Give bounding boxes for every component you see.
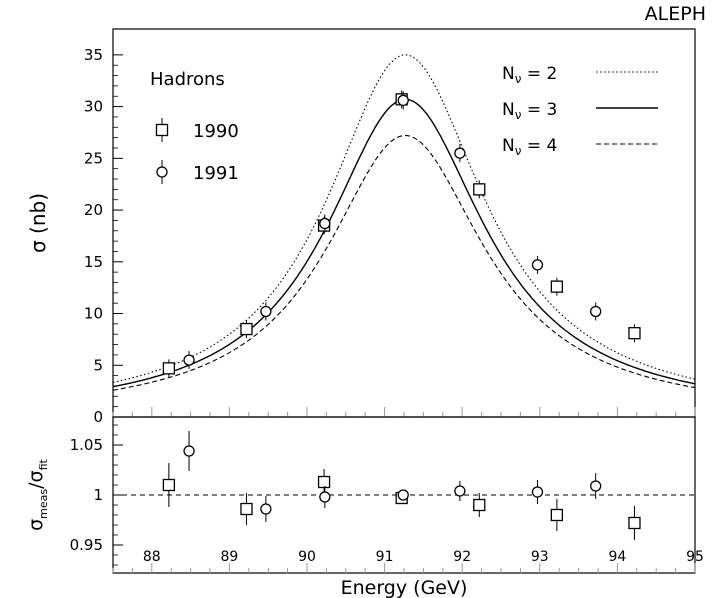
ratio-point-1991-5 (531, 486, 544, 498)
main-point-1990-5 (550, 280, 564, 293)
main-point-1991-6 (590, 305, 602, 318)
main-point-1991-2 (319, 217, 331, 230)
ratio-point-1991-0 (183, 445, 195, 457)
main-y-tick-label: 0 (93, 408, 103, 426)
ratio-point-1990-0 (162, 478, 176, 492)
ratio-point-1991-3 (397, 489, 409, 501)
ratio-point-1990-1 (240, 502, 253, 516)
x-tick-label: 92 (453, 549, 471, 565)
main-y-axis-label: σ (nb) (26, 193, 50, 253)
main-y-tick-label: 20 (84, 201, 103, 219)
x-tick-label: 93 (531, 549, 549, 565)
x-tick-label: 91 (376, 549, 394, 565)
x-tick-label: 90 (298, 549, 316, 565)
data-legend: 1990 1991 (155, 118, 239, 184)
main-point-1990-4 (473, 183, 486, 196)
main-point-1991-5 (531, 259, 544, 271)
main-point-1991-0 (183, 354, 195, 366)
curve-n-nu-2 (112, 54, 696, 383)
x-axis-label: Energy (GeV) (341, 577, 468, 598)
chart-title: ALEPH (645, 3, 706, 25)
main-point-1990-6 (628, 327, 641, 340)
main-plot: 0 5 10 15 20 25 30 35 σ (nb) Hadrons 1990 1991 N… (26, 28, 696, 426)
x-tick-label: 89 (220, 549, 238, 565)
ratio-point-1990-2 (317, 475, 331, 489)
ratio-data-points (162, 431, 641, 540)
curve-legend-label-4: Nν = 4 (502, 136, 557, 158)
ratio-x-axis-ticks: 88 89 90 91 92 93 94 95 (112, 549, 704, 573)
ratio-point-1991-1 (260, 503, 272, 515)
x-tick-label: 94 (608, 549, 626, 565)
main-y-tick-label: 10 (84, 305, 103, 323)
ratio-point-1991-4 (454, 485, 466, 497)
main-y-axis-ticks: 0 5 10 15 20 25 30 35 (84, 46, 123, 426)
main-point-1990-1 (240, 322, 253, 336)
ratio-y-axis-label: σmeas/σfit (25, 458, 50, 530)
hadrons-label: Hadrons (150, 69, 225, 90)
ratio-point-1991-2 (319, 491, 331, 503)
legend-marker-1990 (155, 123, 169, 137)
legend-label-1990: 1990 (193, 121, 239, 142)
x-tick-label: 95 (686, 549, 704, 565)
ratio-y-axis-ticks: 0.95 1 1.05 (70, 424, 123, 566)
ratio-point-1990-5 (550, 508, 564, 522)
main-y-tick-label: 25 (84, 149, 103, 167)
ratio-point-1991-6 (590, 480, 602, 492)
legend-marker-1991 (156, 166, 168, 178)
ratio-y-tick-label: 1 (93, 486, 103, 504)
curve-n-nu-3 (112, 98, 696, 388)
main-x-axis-ticks (112, 407, 696, 417)
main-point-1991-3 (397, 94, 409, 107)
main-point-1990-0 (162, 362, 176, 375)
legend-label-1991: 1991 (193, 163, 239, 184)
ratio-point-1990-6 (628, 516, 641, 530)
main-y-tick-label: 30 (84, 98, 103, 116)
curve-legend-label-2: Nν = 2 (502, 64, 557, 86)
main-y-tick-label: 15 (84, 253, 103, 271)
ratio-y-tick-label: 0.95 (70, 536, 103, 554)
main-y-tick-label: 5 (93, 356, 103, 374)
curve-legend-label-3: Nν = 3 (502, 100, 557, 122)
curve-legend: Nν = 2 Nν = 3 Nν = 4 (502, 64, 658, 158)
main-point-1991-1 (260, 305, 272, 318)
x-tick-label: 88 (143, 549, 161, 565)
ratio-point-1990-4 (473, 498, 486, 512)
ratio-y-tick-label: 1.05 (70, 436, 103, 454)
main-y-tick-label: 35 (84, 46, 103, 64)
main-point-1991-4 (454, 147, 466, 159)
main-data-points (162, 90, 641, 378)
